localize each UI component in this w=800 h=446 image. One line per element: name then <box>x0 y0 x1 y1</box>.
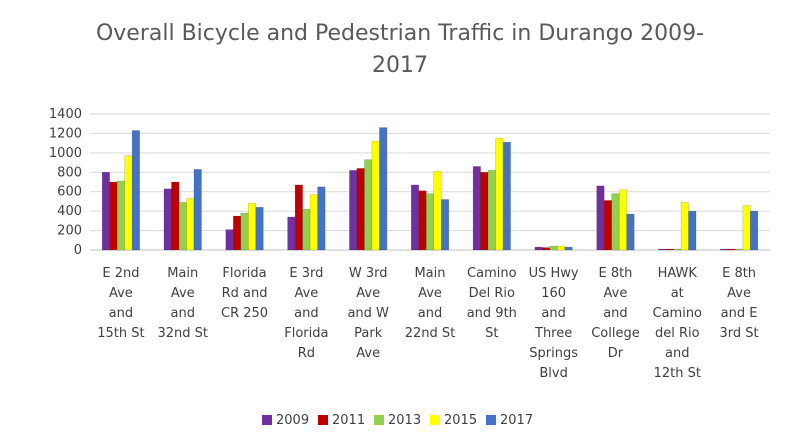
bar-2015-5 <box>433 171 442 251</box>
bar-2011-8 <box>603 200 612 251</box>
bar-2009-6 <box>472 166 481 251</box>
x-category-label: E 3rd Ave and Florida Rd <box>284 266 328 361</box>
bar-2015-9 <box>680 202 689 251</box>
bar-2011-1 <box>171 181 180 251</box>
bar-2017-8 <box>626 213 635 251</box>
legend-swatch-2013 <box>374 415 384 425</box>
y-tick-label: 400 <box>57 204 82 219</box>
y-tick-label: 1200 <box>49 126 82 141</box>
bar-2017-0 <box>131 130 140 251</box>
bar-2009-8 <box>596 185 605 251</box>
x-category-label: Florida Rd and CR 250 <box>221 266 268 321</box>
y-tick-label: 0 <box>74 243 82 258</box>
y-tick-label: 1400 <box>49 107 82 122</box>
x-category-label: Main Ave and 22nd St <box>405 266 456 341</box>
bar-2017-4 <box>379 127 388 251</box>
bar-2017-5 <box>441 199 449 251</box>
x-category-label: Main Ave and 32nd St <box>157 266 208 341</box>
bar-2009-1 <box>163 188 172 251</box>
bar-2011-6 <box>480 172 489 251</box>
x-category-label: US Hwy 160 and Three Springs Blvd <box>529 266 579 381</box>
bar-2009-7 <box>534 246 543 251</box>
bar-2017-7 <box>564 246 573 251</box>
bar-2011-4 <box>356 168 365 251</box>
bar-2013-4 <box>364 159 373 251</box>
bar-2017-10 <box>750 210 759 251</box>
bar-2009-2 <box>225 229 234 251</box>
bar-2017-3 <box>317 186 326 251</box>
bar-2017-2 <box>255 207 264 251</box>
x-category-label: HAWK at Camino del Rio and 12th St <box>653 266 703 381</box>
bar-2017-6 <box>502 141 511 251</box>
y-tick-label: 200 <box>57 224 82 239</box>
chart-title-line-1: Overall Bicycle and Pedestrian Traffic i… <box>96 21 704 46</box>
bar-2011-5 <box>418 190 427 251</box>
bar-2009-5 <box>411 184 419 251</box>
legend-label-2011: 2011 <box>332 413 365 428</box>
bar-2017-1 <box>193 169 202 251</box>
bar-2015-0 <box>124 155 133 251</box>
bar-2009-4 <box>349 170 358 251</box>
bar-2009-10 <box>720 248 729 251</box>
legend-swatch-2011 <box>318 415 328 425</box>
legend-swatch-2009 <box>262 415 272 425</box>
bar-2011-0 <box>109 181 118 251</box>
x-category-label: W 3rd Ave and W Park Ave <box>347 266 389 361</box>
bar-2009-9 <box>658 248 667 251</box>
legend-swatch-2015 <box>430 415 440 425</box>
x-category-label: Camino Del Rio and 9th St <box>467 266 517 341</box>
bar-2013-3 <box>302 208 311 251</box>
bar-2015-6 <box>495 138 504 251</box>
bar-2011-3 <box>294 184 303 251</box>
bar-2015-7 <box>557 245 566 251</box>
y-tick-label: 1000 <box>49 146 82 161</box>
bar-2017-9 <box>688 210 697 251</box>
chart-title-line-2: 2017 <box>372 53 428 78</box>
legend-label-2017: 2017 <box>500 413 533 428</box>
bar-2011-2 <box>233 215 242 251</box>
x-category-label: E 8th Ave and E 3rd St <box>720 266 759 341</box>
bar-2015-3 <box>309 194 318 251</box>
bar-2013-9 <box>673 248 682 251</box>
bar-2011-10 <box>727 248 736 251</box>
bar-2015-10 <box>742 205 751 251</box>
legend-label-2015: 2015 <box>444 413 477 428</box>
bar-2009-0 <box>101 172 110 251</box>
bar-2013-8 <box>611 193 620 251</box>
legend-label-2013: 2013 <box>388 413 421 428</box>
bar-2011-7 <box>542 247 551 251</box>
legend-label-2009: 2009 <box>276 413 309 428</box>
bar-2015-4 <box>371 140 380 251</box>
bar-2013-5 <box>426 193 434 251</box>
plot-area: 0 200 400 600 800 1000 1200 1400 E 2nd Ave and 15th… <box>49 107 770 381</box>
bar-2013-6 <box>487 170 496 251</box>
bar-2013-2 <box>240 212 249 251</box>
x-category-label: E 8th Ave and College Dr <box>591 266 640 361</box>
bar-2015-8 <box>618 189 627 251</box>
bar-2015-2 <box>248 203 257 251</box>
legend-swatch-2017 <box>486 415 496 425</box>
bar-2013-1 <box>178 202 187 251</box>
legend: 2009 2011 2013 2015 2017 <box>262 413 533 428</box>
x-category-label: E 2nd Ave and 15th St <box>97 266 144 341</box>
bar-2013-0 <box>116 180 125 251</box>
bar-2015-1 <box>186 198 195 251</box>
bar-2011-9 <box>665 248 674 251</box>
bar-2013-10 <box>735 248 744 251</box>
bar-2013-7 <box>549 245 558 251</box>
bar-2009-3 <box>287 216 296 251</box>
y-tick-label: 800 <box>57 165 82 180</box>
y-tick-label: 600 <box>57 185 82 200</box>
